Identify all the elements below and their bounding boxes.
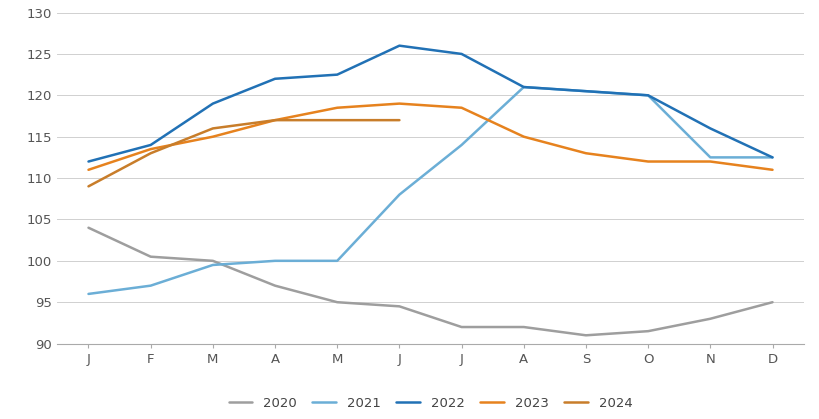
2022 [704, 126, 714, 131]
2023 [456, 105, 466, 110]
2021 [332, 258, 342, 264]
2022 [394, 43, 404, 48]
2023 [394, 101, 404, 106]
2020 [84, 225, 93, 230]
2023 [581, 151, 590, 156]
2022 [269, 76, 279, 81]
2024 [269, 118, 279, 123]
2021 [518, 85, 528, 90]
2021 [394, 192, 404, 197]
2022 [456, 52, 466, 57]
2024 [394, 118, 404, 123]
2023 [208, 134, 218, 139]
2020 [269, 283, 279, 288]
2023 [642, 159, 652, 164]
2021 [581, 89, 590, 94]
2024 [146, 151, 156, 156]
2023 [146, 147, 156, 152]
2021 [704, 155, 714, 160]
2021 [269, 258, 279, 264]
2023 [84, 167, 93, 172]
2022 [642, 93, 652, 98]
2021 [84, 292, 93, 297]
2021 [146, 283, 156, 288]
2020 [208, 258, 218, 264]
2021 [456, 142, 466, 147]
2020 [146, 254, 156, 259]
2021 [208, 262, 218, 267]
2021 [767, 155, 776, 160]
Line: 2024: 2024 [88, 120, 399, 186]
2022 [518, 85, 528, 90]
2023 [269, 118, 279, 123]
2020 [767, 300, 776, 305]
2024 [332, 118, 342, 123]
2023 [332, 105, 342, 110]
2020 [581, 333, 590, 338]
2020 [332, 300, 342, 305]
2020 [394, 304, 404, 309]
2022 [146, 142, 156, 147]
2022 [84, 159, 93, 164]
2020 [642, 328, 652, 334]
Legend: 2020, 2021, 2022, 2023, 2024: 2020, 2021, 2022, 2023, 2024 [229, 396, 631, 409]
Line: 2022: 2022 [88, 46, 771, 161]
2020 [456, 324, 466, 329]
2020 [518, 324, 528, 329]
Line: 2020: 2020 [88, 228, 771, 335]
2022 [332, 72, 342, 77]
2023 [518, 134, 528, 139]
Line: 2021: 2021 [88, 87, 771, 294]
2022 [767, 155, 776, 160]
Line: 2023: 2023 [88, 103, 771, 170]
2022 [581, 89, 590, 94]
2024 [208, 126, 218, 131]
2021 [642, 93, 652, 98]
2022 [208, 101, 218, 106]
2023 [767, 167, 776, 172]
2020 [704, 316, 714, 321]
2024 [84, 184, 93, 189]
2023 [704, 159, 714, 164]
